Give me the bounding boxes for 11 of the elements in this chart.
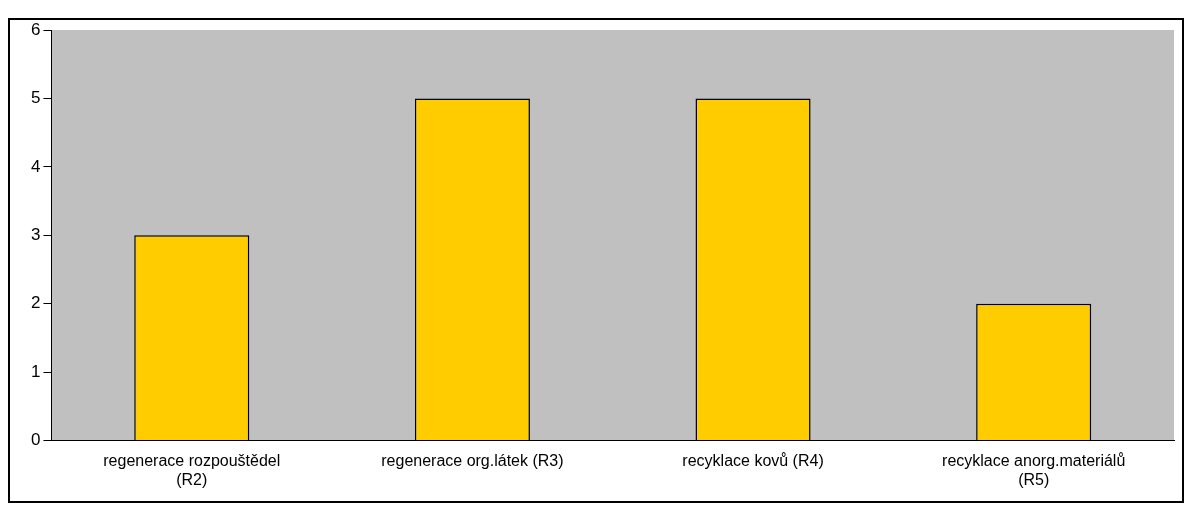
x-tick-label: regenerace rozpouštědel (R2)	[103, 451, 281, 488]
y-tick-label: 3	[30, 224, 41, 244]
y-tick-label: 4	[30, 156, 41, 176]
y-tick-label: 2	[30, 293, 41, 313]
y-tick-label: 1	[30, 361, 41, 381]
y-tick-label: 6	[30, 19, 41, 39]
y-tick-label: 0	[30, 430, 41, 450]
x-tick-label: recyklace kovů (R4)	[682, 451, 824, 469]
y-tick-label: 5	[30, 88, 41, 108]
x-tick-label: recyklace anorg.materiálů (R5)	[942, 451, 1126, 488]
x-tick-label: regenerace org.látek (R3)	[381, 451, 564, 469]
